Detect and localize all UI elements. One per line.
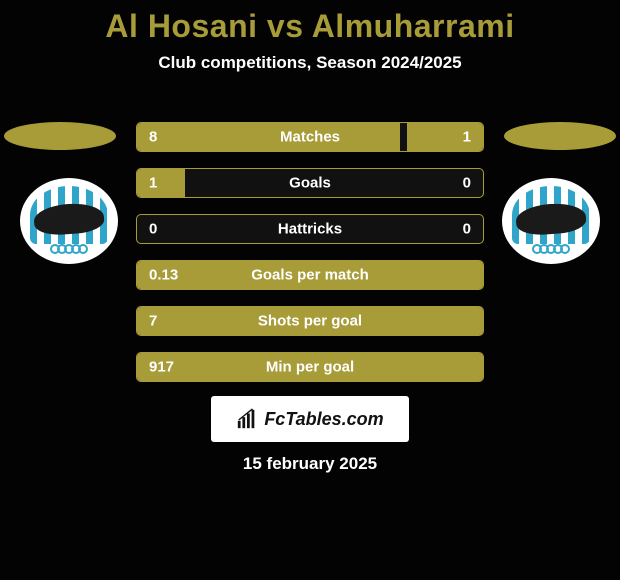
stat-right-value: 1: [463, 129, 471, 146]
subtitle: Club competitions, Season 2024/2025: [0, 53, 620, 73]
stats-container: 8 Matches 1 1 Goals 0 0 Hattricks 0 0.13…: [136, 122, 484, 398]
right-club-badge: [502, 178, 600, 264]
stat-fill-left: [137, 169, 185, 197]
stat-label: Hattricks: [278, 221, 342, 238]
stat-row-shots-per-goal: 7 Shots per goal: [136, 306, 484, 336]
chart-icon: [236, 408, 258, 430]
stat-left-value: 7: [149, 313, 157, 330]
page-title: Al Hosani vs Almuharrami: [0, 0, 620, 45]
stat-left-value: 0: [149, 221, 157, 238]
stat-right-value: 0: [463, 221, 471, 238]
stat-label: Matches: [280, 129, 340, 146]
stat-left-value: 1: [149, 175, 157, 192]
stat-label: Goals per match: [251, 267, 369, 284]
stat-row-min-per-goal: 917 Min per goal: [136, 352, 484, 382]
stat-label: Shots per goal: [258, 313, 362, 330]
stat-row-hattricks: 0 Hattricks 0: [136, 214, 484, 244]
stat-row-matches: 8 Matches 1: [136, 122, 484, 152]
stat-right-value: 0: [463, 175, 471, 192]
left-player-oval: [4, 122, 116, 150]
stat-left-value: 0.13: [149, 267, 178, 284]
stat-left-value: 917: [149, 359, 174, 376]
date-label: 15 february 2025: [243, 454, 377, 474]
brand-text: FcTables.com: [264, 409, 383, 430]
stat-label: Goals: [289, 175, 331, 192]
right-player-oval: [504, 122, 616, 150]
brand-box: FcTables.com: [211, 396, 409, 442]
stat-fill-right: [407, 123, 483, 151]
stat-left-value: 8: [149, 129, 157, 146]
stat-row-goals: 1 Goals 0: [136, 168, 484, 198]
stat-row-goals-per-match: 0.13 Goals per match: [136, 260, 484, 290]
left-club-badge: [20, 178, 118, 264]
stat-label: Min per goal: [266, 359, 354, 376]
stat-fill-left: [137, 123, 400, 151]
